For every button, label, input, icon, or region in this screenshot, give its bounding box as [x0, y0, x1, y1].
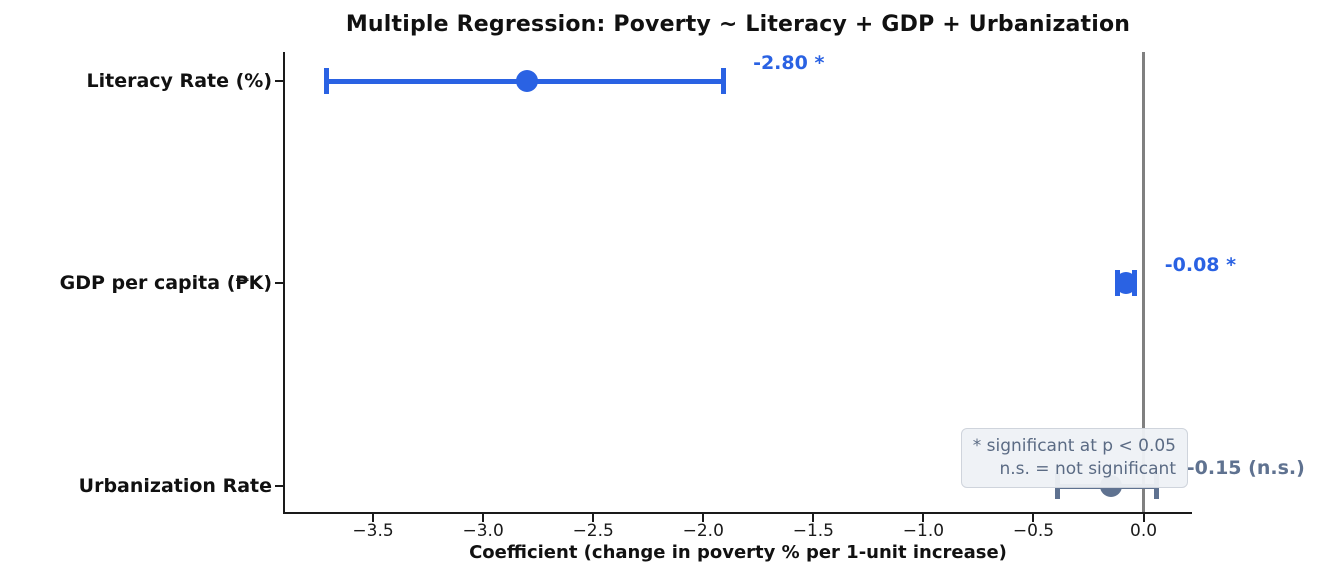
x-tick-mark	[1142, 514, 1145, 522]
y-category-label: GDP per capita (₱K)	[59, 272, 272, 294]
y-category-label: Literacy Rate (%)	[86, 70, 272, 92]
x-tick-label: −1.5	[792, 521, 834, 541]
zero-reference-line	[1142, 52, 1146, 512]
chart-title: Multiple Regression: Poverty ~ Literacy …	[345, 12, 1131, 37]
x-tick-mark	[812, 514, 815, 522]
x-tick-mark	[702, 514, 705, 522]
x-tick-label: −3.0	[462, 521, 504, 541]
x-tick-mark	[592, 514, 595, 522]
y-tick-mark	[275, 485, 283, 487]
x-tick-mark	[1032, 514, 1035, 522]
coefficient-value-label: -0.08 *	[1164, 254, 1237, 276]
x-tick-label: −2.0	[682, 521, 724, 541]
coefficient-value-label: -2.80 *	[753, 52, 825, 74]
point-marker	[516, 70, 539, 92]
error-bar-cap-left	[324, 68, 330, 94]
x-tick-label: −2.5	[572, 521, 614, 541]
x-axis-label: Coefficient (change in poverty % per 1-u…	[469, 542, 1007, 563]
significance-note-box: * significant at p < 0.05 n.s. = not sig…	[960, 428, 1188, 488]
y-category-label: Urbanization Rate	[78, 475, 272, 497]
y-tick-mark	[275, 80, 283, 82]
coefficient-value-label: -0.15 (n.s.)	[1186, 457, 1305, 479]
x-tick-label: −1.0	[902, 521, 945, 541]
y-axis-spine	[283, 52, 285, 512]
x-tick-mark	[372, 514, 375, 522]
note-line-significant: * significant at p < 0.05	[972, 436, 1176, 457]
x-tick-label: −3.5	[352, 521, 394, 541]
y-tick-mark	[275, 282, 283, 284]
x-tick-mark	[922, 514, 925, 522]
error-bar-cap-right	[720, 68, 726, 94]
point-marker	[1114, 272, 1137, 294]
x-axis-spine	[283, 512, 1192, 514]
note-line-ns: n.s. = not significant	[999, 459, 1176, 480]
x-tick-label: −0.5	[1012, 521, 1055, 541]
x-tick-mark	[482, 514, 485, 522]
x-tick-label: 0.0	[1130, 521, 1158, 541]
